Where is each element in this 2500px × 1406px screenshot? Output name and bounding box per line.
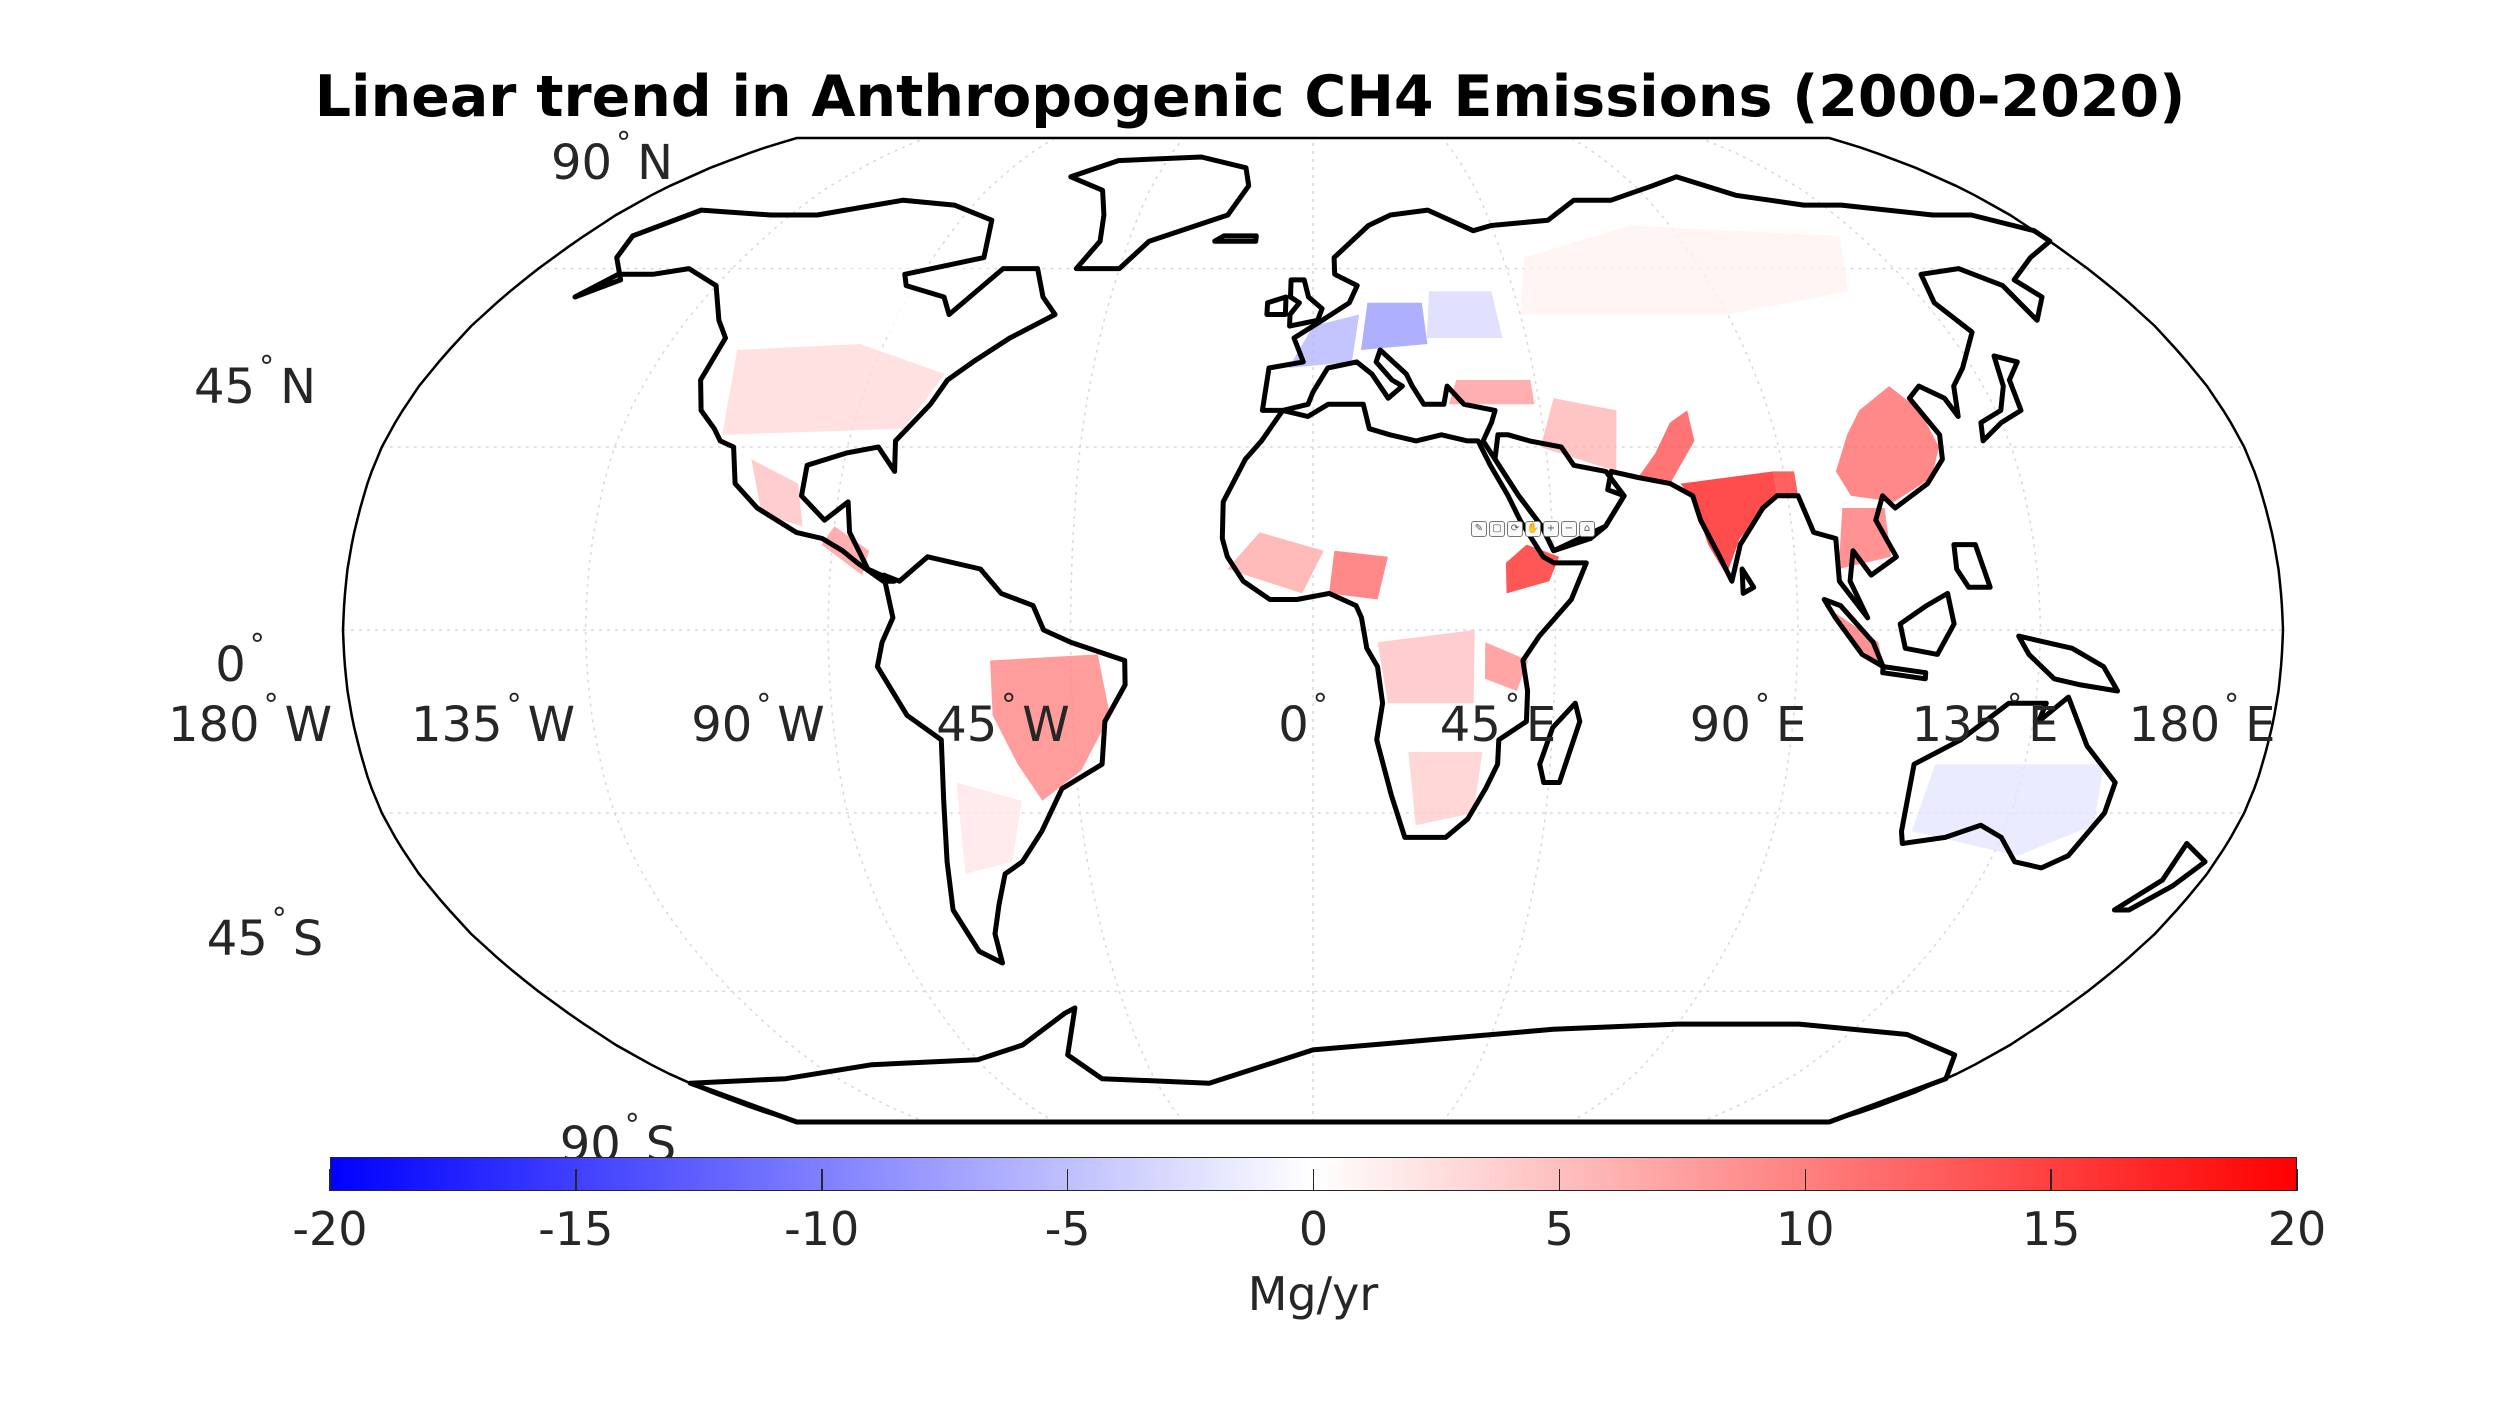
trend-region-nigeria (1329, 550, 1388, 600)
trend-region-central-africa (1377, 630, 1475, 704)
rotate-icon[interactable]: ⟳ (1507, 521, 1523, 537)
trend-region-brazil (990, 654, 1110, 801)
trend-region-bangladesh (1773, 471, 1799, 496)
coastline-antarctica (687, 1005, 1958, 1125)
coastline-iceland (1212, 233, 1259, 244)
colorbar-tick-mark (1804, 1169, 1806, 1191)
trend-region-central-europe (1361, 302, 1428, 350)
longitude-label-8: 180 ° E (2128, 688, 2276, 753)
colorbar-tick-mark (2296, 1169, 2298, 1191)
pan-icon[interactable]: ✋ (1525, 521, 1541, 537)
coastline-japan (1978, 353, 2024, 444)
coastline-ireland (1264, 294, 1289, 317)
longitude-label-1: 135 ° W (410, 688, 576, 753)
trend-region-west-africa (1227, 532, 1324, 594)
colorbar-tick-label: 5 (1544, 1202, 1575, 1256)
emission-trend-layer (722, 225, 2104, 874)
coastline-philippines (1951, 542, 1993, 590)
coastline-new-zealand (2111, 841, 2208, 913)
graticule (343, 137, 2283, 1123)
brush-icon[interactable]: ✎ (1471, 521, 1487, 537)
colorbar-tick-mark (1312, 1169, 1315, 1191)
coastline-africa (1219, 401, 1589, 840)
longitude-label-6: 90 ° E (1689, 688, 1807, 753)
coastline-europe-asia (1259, 174, 2053, 621)
trend-region-eastern-europe (1426, 291, 1503, 338)
axes-toolbar[interactable]: ✎ ▢ ⟳ ✋ + − ⌂ (1471, 521, 1595, 537)
colorbar-tick-mark (1066, 1169, 1069, 1191)
longitude-label-3: 45 ° W (936, 688, 1070, 753)
colorbar-tick-label: 0 (1298, 1202, 1329, 1256)
trend-region-pakistan (1638, 410, 1695, 484)
trend-region-argentina (956, 782, 1022, 874)
trend-region-australia (1911, 764, 2104, 856)
colorbar-tick-mark (575, 1169, 577, 1191)
chart-title: Linear trend in Anthropogenic CH4 Emissi… (314, 64, 2186, 130)
longitude-label-7: 135 ° E (1911, 688, 2059, 753)
coastline-uk (1287, 277, 1325, 329)
trend-region-east-africa (1484, 642, 1529, 691)
coastline-new-guinea (2016, 633, 2121, 694)
coastline-madagascar (1537, 700, 1583, 785)
map-frame (341, 136, 2285, 1124)
colorbar-tick-label: 20 (2267, 1202, 2327, 1256)
colorbar-tick-label: 15 (2021, 1202, 2081, 1256)
home-icon[interactable]: ⌂ (1579, 521, 1595, 537)
trend-region-india (1680, 471, 1777, 576)
data-tip-icon[interactable]: ▢ (1489, 521, 1505, 537)
trend-region-mexico (751, 459, 803, 527)
coastline-borneo (1897, 590, 1957, 657)
colorbar-tick-mark (2050, 1169, 2052, 1191)
trend-region-canada (751, 268, 991, 344)
colorbar-tick-label: -5 (1044, 1202, 1091, 1256)
graticule-meridian (1441, 137, 1557, 1123)
colorbar-tick-label: -20 (292, 1202, 368, 1256)
longitude-label-0: 180 ° W (167, 688, 333, 753)
longitude-label-4: 0 ° (1278, 688, 1328, 753)
graticule-meridian (1069, 137, 1185, 1123)
coastline-north-america (572, 197, 1058, 584)
coastline-australia (1899, 694, 2118, 871)
latitude-label-3: 45 ° S (206, 902, 324, 967)
trend-region-southern-africa (1408, 752, 1483, 826)
coastline-sri-lanka (1739, 566, 1757, 596)
colorbar-tick-mark (329, 1169, 331, 1191)
coastline-greenland (1068, 154, 1252, 272)
colorbar-tick-label: -15 (538, 1202, 614, 1256)
trend-region-united-states (722, 344, 945, 435)
latitude-label-1: 45 ° N (194, 350, 316, 415)
colorbar-tick-label: 10 (1775, 1202, 1835, 1256)
trend-region-middle-east (1540, 398, 1617, 472)
coastline-south-america (874, 554, 1128, 966)
colorbar-tick-mark (1558, 1169, 1561, 1191)
colorbar-tick-mark (821, 1169, 823, 1191)
longitude-label-2: 90 ° W (691, 688, 825, 753)
coastline-java (1880, 664, 1929, 682)
latitude-label-0: 90 ° N (551, 126, 673, 191)
longitude-label-5: 45 ° E (1439, 688, 1557, 753)
colorbar-tick-label: -10 (784, 1202, 860, 1256)
latitude-label-2: 0 ° (215, 628, 265, 693)
zoom-out-icon[interactable]: − (1561, 521, 1577, 537)
trend-region-china (1835, 386, 1939, 502)
zoom-in-icon[interactable]: + (1543, 521, 1559, 537)
trend-region-turkey (1448, 380, 1535, 405)
colorbar-unit-label: Mg/yr (1247, 1267, 1379, 1321)
trend-region-ethiopia (1505, 544, 1560, 594)
trend-region-russia (1520, 225, 1849, 315)
trend-region-western-europe (1288, 314, 1360, 368)
